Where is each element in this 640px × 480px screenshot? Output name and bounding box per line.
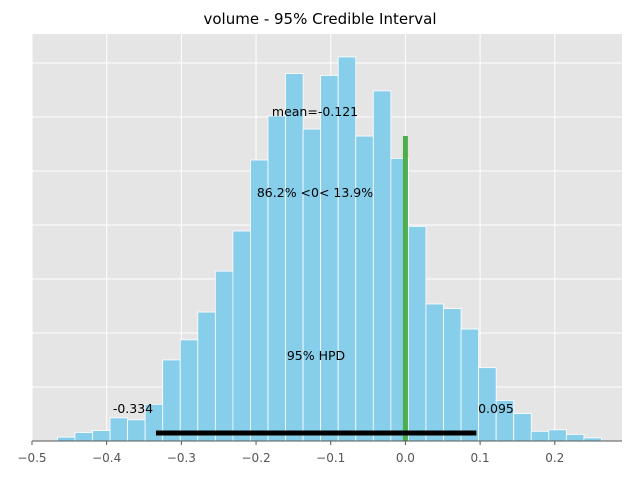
ref-split-annotation: 86.2% <0< 13.9% [257,185,373,200]
histogram-bar [460,328,480,442]
x-tick-label: −0.2 [241,451,270,465]
histogram-bars [56,56,602,442]
histogram-bar [548,429,567,442]
histogram-bar [214,270,234,442]
histogram-bar [530,430,550,442]
histogram-bar [425,303,444,442]
histogram-bar [513,413,532,442]
histogram-bar [250,159,269,442]
hpd-label: 95% HPD [287,348,345,363]
histogram-bar [408,225,427,442]
histogram-bar [127,419,146,442]
histogram-bar [565,434,585,442]
histogram-bar [355,135,374,442]
x-tick-label: −0.3 [167,451,196,465]
histogram-bar [74,432,93,442]
x-tick-label: 0.1 [471,451,490,465]
hpd-high-label: 0.095 [478,401,514,416]
hpd-low-label: -0.334 [113,401,153,416]
histogram-bar [109,417,128,442]
histogram-bar [179,339,199,442]
histogram-bar [443,308,462,442]
interval-marks [155,136,477,441]
histogram-bar [197,311,216,442]
histogram-bar [92,430,111,442]
histogram-bar [162,359,181,442]
histogram-bar [56,436,76,442]
x-tick-label: −0.4 [92,451,121,465]
mean-annotation: mean=-0.121 [272,104,358,119]
chart-title: volume - 95% Credible Interval [204,10,437,28]
histogram-bar [232,230,251,442]
x-tick-label: −0.1 [316,451,345,465]
x-tick-label: −0.5 [17,451,46,465]
x-tick-label: 0.2 [545,451,564,465]
x-axis-ticks: −0.5 −0.4 −0.3 −0.2 −0.1 0.0 0.1 0.2 [17,441,564,465]
histogram-bar [267,115,286,442]
x-tick-label: 0.0 [396,451,415,465]
histogram-bar [320,75,339,442]
histogram-bar [302,128,322,442]
histogram-bar [285,73,304,442]
histogram-bar [372,90,392,442]
